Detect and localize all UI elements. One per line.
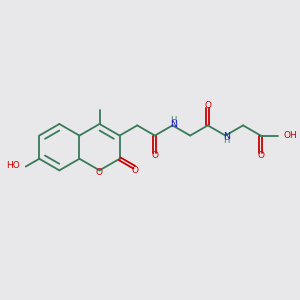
- Text: H: H: [224, 136, 230, 145]
- Text: O: O: [152, 152, 158, 160]
- Text: O: O: [132, 166, 139, 175]
- Text: N: N: [170, 120, 177, 129]
- Text: HO: HO: [6, 161, 20, 170]
- Text: H: H: [170, 116, 177, 125]
- Text: O: O: [95, 168, 103, 177]
- Text: N: N: [223, 132, 230, 141]
- Text: O: O: [257, 152, 264, 160]
- Text: O: O: [204, 100, 211, 109]
- Text: OH: OH: [284, 130, 298, 140]
